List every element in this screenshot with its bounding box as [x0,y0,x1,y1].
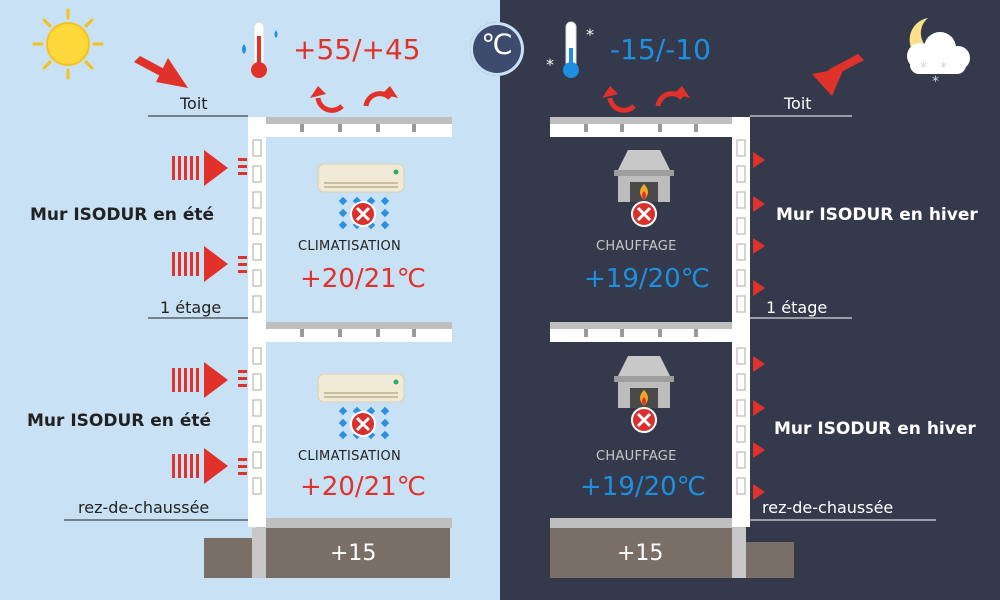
celsius-badge-label: ℃ [481,28,513,61]
summer-lower-temp: +20/21℃ [300,472,426,502]
isodur-wall [732,117,750,527]
summer-upper-system: CLIMATISATION [298,239,402,254]
ground-block [746,542,794,578]
winter-wall-label-upper: Mur ISODUR en hiver [776,205,978,225]
level-lines [750,115,936,521]
summer-floor-label: 1 étage [160,298,222,317]
winter-basement-temp: +15 [617,541,664,566]
winter-outside-temp: -15/-10 [610,33,711,66]
basement-block [550,528,732,578]
sun-icon [32,8,104,80]
winter-floor-label: 1 étage [766,298,828,317]
svg-text:*: * [586,25,594,44]
thermometer-hot-icon [242,21,278,78]
wall-heat-arrows [172,150,247,484]
moon-cloud-snow-icon: * ** [907,18,970,90]
winter-lower-system: CHAUFFAGE [596,449,677,464]
svg-text:*: * [920,60,927,76]
winter-upper-system: CHAUFFAGE [596,239,677,254]
summer-lower-system: CLIMATISATION [298,449,402,464]
roof-circulation-arrows-icon [310,86,398,113]
summer-wall-label-lower: Mur ISODUR en été [27,411,212,431]
summer-wall-label-upper: Mur ISODUR en été [30,205,215,225]
summer-ground-label: rez-de-chaussée [78,498,210,517]
cold-arrow-icon [812,54,864,96]
isodur-wall [248,117,266,527]
fireplace-icon [614,150,674,433]
summer-outside-temp: +55/+45 [293,33,421,66]
winter-ground-label: rez-de-chaussée [762,498,894,517]
summer-building-drawing [32,8,452,578]
summer-roof-label: Toit [180,94,208,113]
winter-upper-temp: +19/20℃ [584,264,710,294]
winter-roof-label: Toit [784,94,812,113]
air-conditioner-icon [317,163,405,440]
svg-text:*: * [546,55,554,74]
heat-arrow-icon [134,56,188,88]
summer-upper-temp: +20/21℃ [300,264,426,294]
winter-lower-temp: +19/20℃ [580,472,706,502]
thermometer-cold-icon: ** [546,21,594,78]
svg-text:*: * [932,74,939,90]
roof-circulation-arrows-icon [602,86,690,113]
wall-heat-markers [753,152,765,500]
winter-wall-label-lower: Mur ISODUR en hiver [774,419,976,439]
celsius-badge [470,22,524,76]
ground-block [204,538,252,578]
svg-text:*: * [940,60,947,76]
level-lines [64,115,248,521]
basement-block [266,528,450,578]
winter-building-drawing: * ** ** [546,18,970,578]
summer-basement-temp: +15 [330,541,377,566]
